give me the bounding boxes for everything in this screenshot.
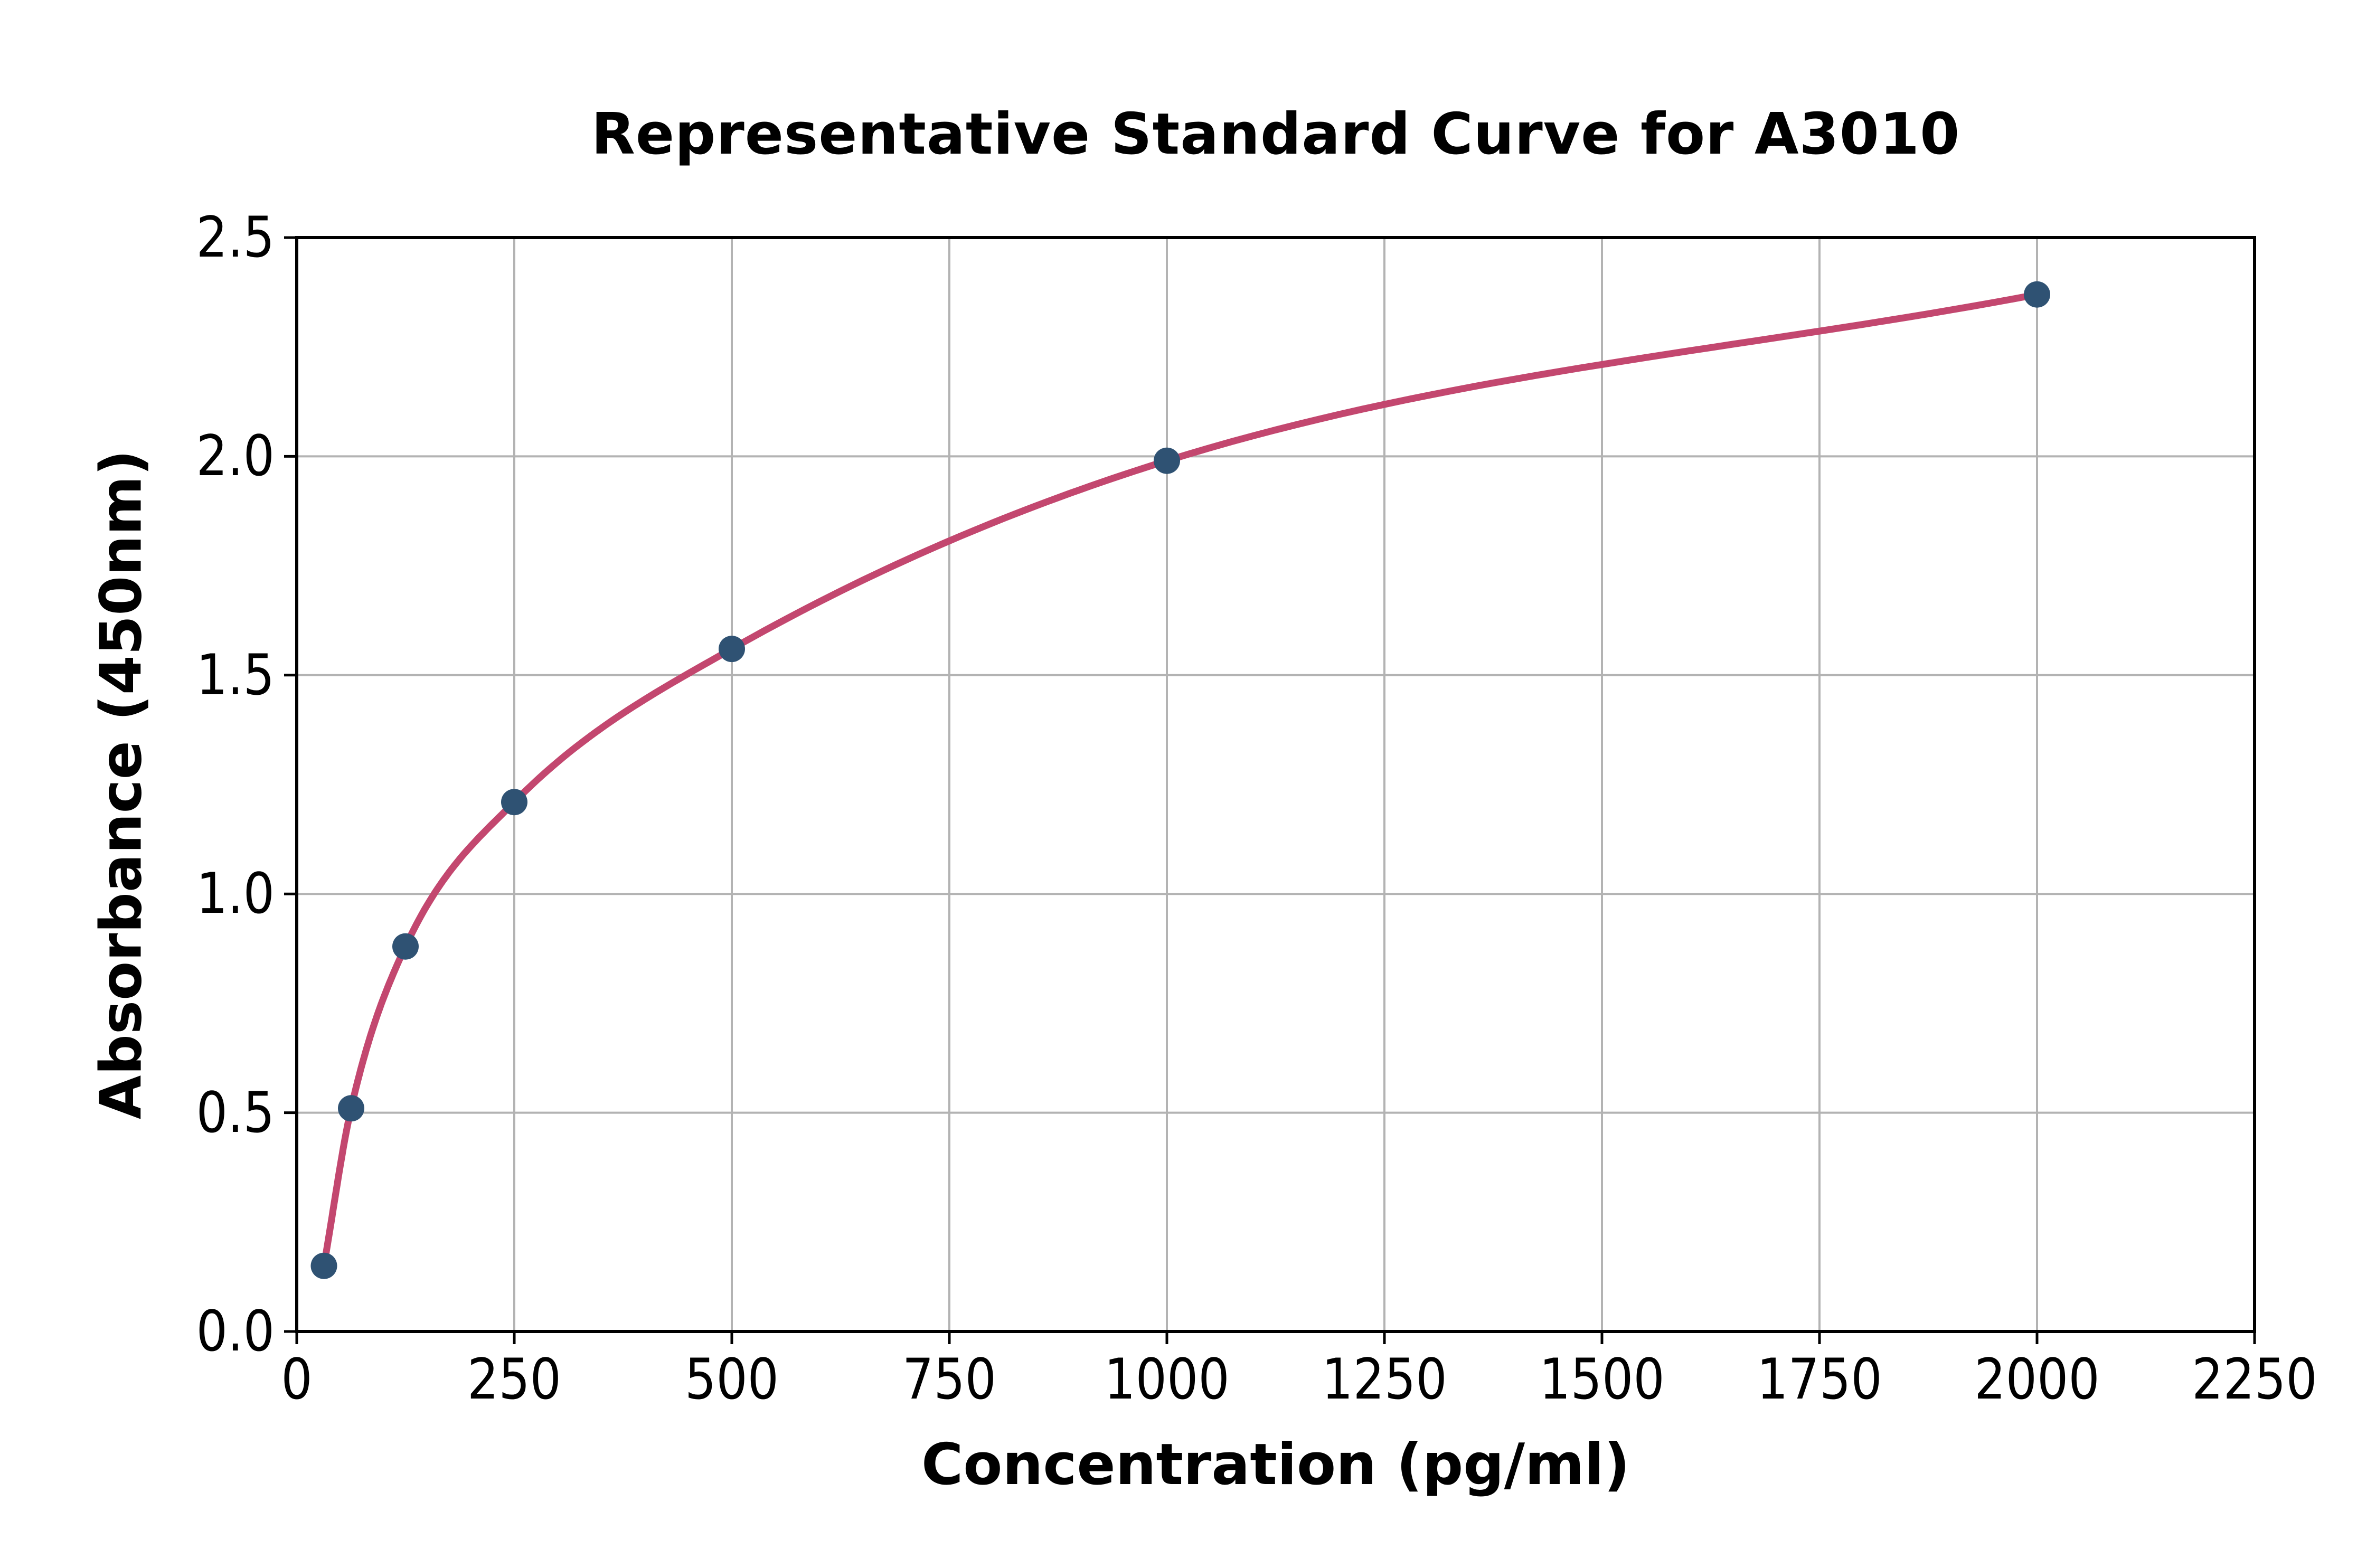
x-tick-label: 2250: [2192, 1347, 2317, 1412]
x-axis-label: Concentration (pg/ml): [921, 1432, 1630, 1498]
y-axis-label: Absorbance (450nm): [88, 449, 155, 1120]
data-point-marker: [338, 1095, 364, 1122]
y-tick-label: 2.0: [196, 423, 275, 489]
x-tick-label: 0: [281, 1347, 313, 1412]
x-tick-label: 750: [902, 1347, 997, 1412]
y-tick-label: 2.5: [196, 205, 275, 270]
data-point-marker: [2024, 281, 2050, 308]
data-point-marker: [719, 636, 745, 663]
plot-border: [295, 236, 2256, 1333]
y-tick-label: 0.0: [196, 1299, 275, 1364]
standard-curve-line: [320, 291, 2041, 1270]
data-point-marker: [501, 789, 527, 816]
data-point-marker: [392, 933, 419, 960]
data-point-marker: [1154, 447, 1180, 474]
x-tick-label: 2000: [1974, 1347, 2100, 1412]
y-tick-label: 1.5: [196, 642, 275, 707]
y-tick-label: 0.5: [196, 1080, 275, 1145]
x-tick-label: 1500: [1539, 1347, 1665, 1412]
data-point-marker: [310, 1252, 337, 1279]
x-tick-label: 500: [684, 1347, 779, 1412]
x-tick-label: 1750: [1757, 1347, 1882, 1412]
x-tick-label: 1000: [1104, 1347, 1230, 1412]
y-tick-label: 1.0: [196, 861, 275, 927]
chart-title: Representative Standard Curve for A3010: [591, 101, 1960, 167]
x-tick-label: 250: [467, 1347, 562, 1412]
x-tick-label: 1250: [1322, 1347, 1447, 1412]
